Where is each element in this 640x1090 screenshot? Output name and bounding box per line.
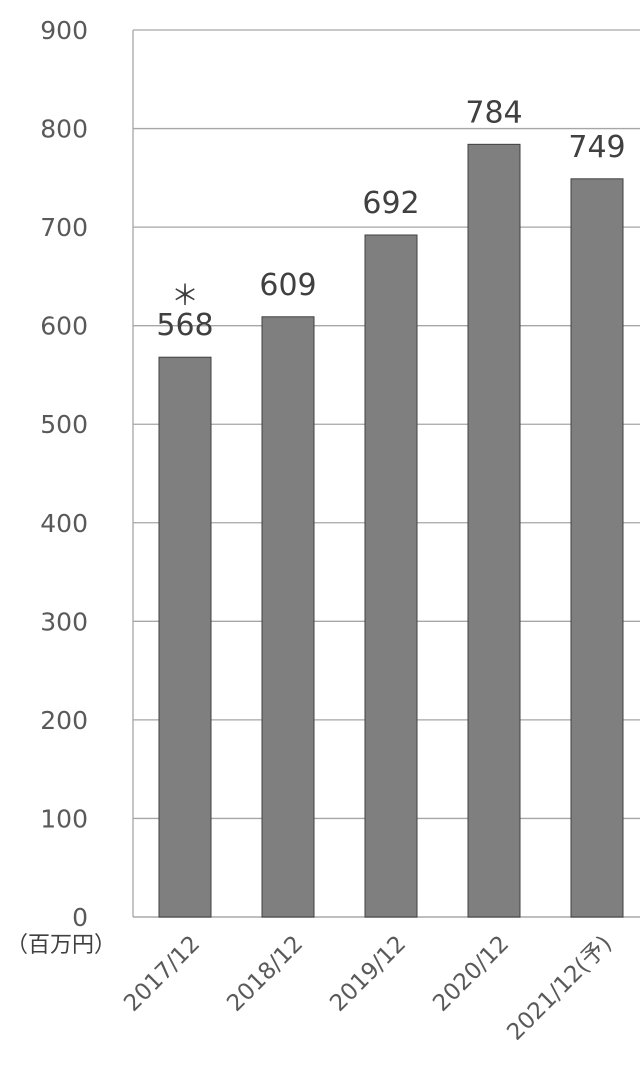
annotation-asterisk: ＊	[171, 279, 199, 312]
data-label: 749	[568, 130, 625, 165]
bar	[261, 316, 315, 918]
y-tick-label: 600	[40, 312, 88, 341]
data-label: 784	[465, 95, 522, 130]
y-axis-ticks: 0 100 200 300 400 500 600 700 800 900	[40, 16, 88, 932]
y-tick-label: 700	[40, 213, 88, 242]
y-tick-label: 400	[40, 509, 88, 538]
x-tick-label: 2019/12	[325, 931, 411, 1017]
y-tick-label: 0	[72, 903, 88, 932]
y-tick-label: 500	[40, 410, 88, 439]
x-tick-label: 2021/12(予)	[502, 931, 617, 1046]
data-label: 692	[362, 186, 419, 221]
bar	[467, 143, 521, 918]
data-label: 568	[156, 308, 213, 343]
y-tick-label: 100	[40, 804, 88, 833]
y-tick-label: 900	[40, 16, 88, 45]
bar	[158, 356, 212, 918]
y-tick-label: 200	[40, 706, 88, 735]
x-tick-label: 2020/12	[428, 931, 514, 1017]
bars	[158, 143, 624, 918]
y-tick-label: 300	[40, 607, 88, 636]
data-label: 609	[259, 268, 316, 303]
bar	[364, 234, 418, 918]
x-tick-label: 2017/12	[119, 931, 205, 1017]
y-tick-label: 800	[40, 115, 88, 144]
bar	[570, 178, 624, 918]
unit-label: （百万円）	[6, 933, 116, 958]
data-labels: 568 609 692 784 749	[156, 95, 625, 343]
x-tick-label: 2018/12	[222, 931, 308, 1017]
